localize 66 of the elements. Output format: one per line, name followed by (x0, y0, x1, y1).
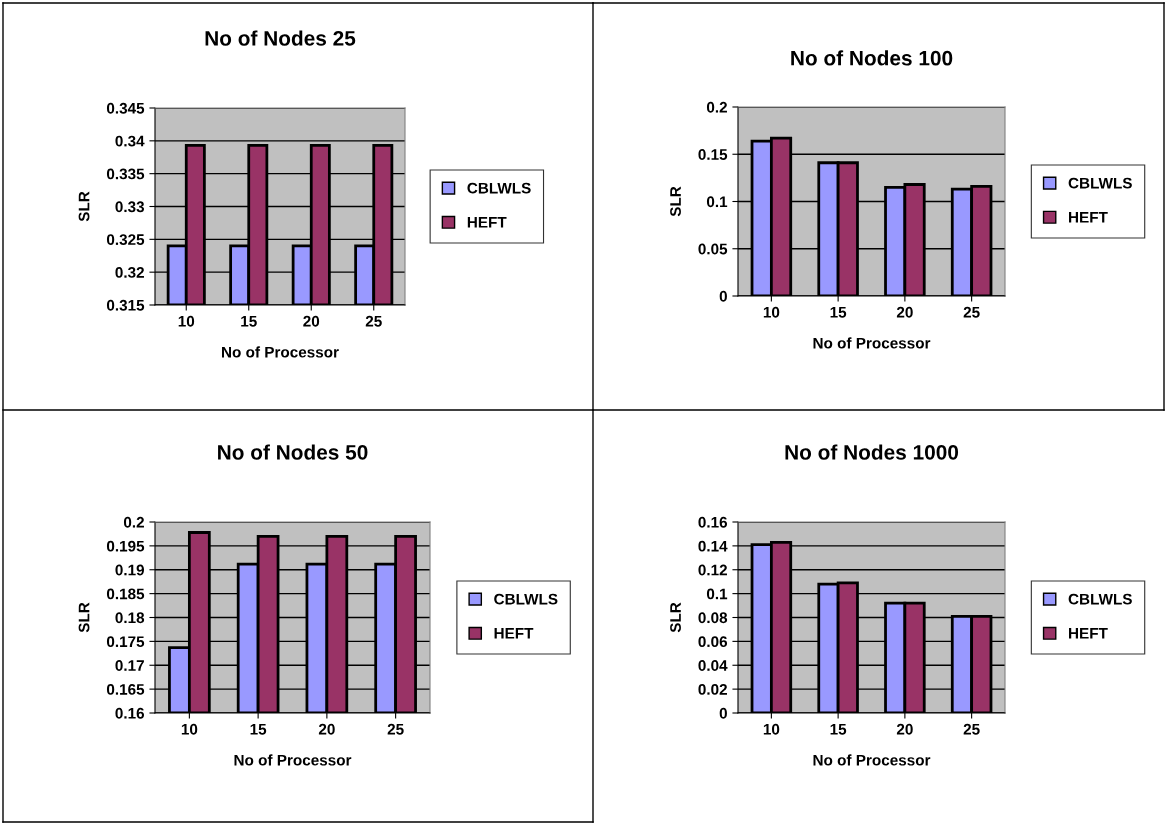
y-tick-label: 0.175 (106, 636, 145, 648)
y-tick-label: 0.19 (115, 564, 145, 576)
x-tick-label: 15 (830, 723, 847, 735)
y-tick-label: 0.185 (106, 588, 145, 600)
x-tick-label: 10 (763, 723, 780, 735)
y-tick-label: 0.17 (115, 660, 144, 671)
x-tick-label: 10 (763, 306, 780, 318)
y-axis-title: SLR (670, 186, 681, 217)
y-tick-label: 0 (719, 707, 727, 719)
x-tick-label: 15 (830, 306, 847, 318)
y-tick-label: 0.32 (115, 267, 144, 278)
chart-title: No of Nodes 100 (791, 50, 953, 66)
x-tick-label: 25 (963, 723, 980, 735)
y-axis-title: SLR (78, 602, 90, 633)
legend-label: HEFT (494, 628, 534, 639)
y-tick-label: 0.12 (698, 564, 727, 576)
x-axis-title: No of Processor (234, 754, 352, 766)
y-tick-label: 0.34 (115, 135, 145, 147)
y-tick-label: 0.165 (106, 683, 145, 695)
y-tick-label: 0.16 (698, 516, 728, 528)
x-tick-label: 20 (896, 723, 913, 735)
x-tick-label: 20 (896, 306, 913, 318)
y-tick-label: 0.1 (706, 588, 728, 600)
y-tick-label: 0.33 (115, 201, 145, 213)
legend-label: CBLWLS (467, 182, 531, 194)
chart-title: No of Nodes 1000 (785, 444, 959, 460)
y-tick-label: 0.06 (698, 636, 728, 648)
legend-label: CBLWLS (1068, 593, 1132, 605)
y-tick-label: 0.05 (698, 243, 728, 255)
y-tick-label: 0.325 (106, 234, 145, 246)
chart-title: No of Nodes 25 (205, 30, 356, 46)
x-tick-label: 25 (387, 723, 404, 735)
y-tick-label: 0.195 (106, 540, 145, 552)
x-tick-label: 10 (181, 723, 198, 735)
y-tick-label: 0.1 (706, 196, 728, 208)
y-tick-label: 0.02 (698, 683, 727, 695)
y-tick-label: 0.08 (698, 612, 728, 624)
legend-label: CBLWLS (494, 593, 558, 605)
x-axis-title: No of Processor (222, 346, 339, 358)
y-tick-label: 0.335 (106, 168, 145, 180)
legend-label: HEFT (467, 217, 507, 228)
y-tick-label: 0.315 (106, 299, 145, 311)
x-tick-label: 25 (365, 315, 382, 327)
legend-label: HEFT (1069, 628, 1108, 639)
y-tick-label: 0.2 (123, 516, 144, 528)
y-tick-label: 0.18 (115, 612, 145, 624)
x-axis-title: No of Processor (813, 754, 931, 766)
x-axis-title: No of Processor (813, 337, 931, 349)
chart-title: No of Nodes 50 (218, 444, 368, 460)
y-tick-label: 0.04 (698, 660, 728, 671)
x-tick-label: 15 (241, 315, 257, 327)
y-tick-label: 0.345 (106, 102, 145, 114)
y-tick-label: 0 (719, 290, 727, 302)
y-tick-label: 0.14 (698, 540, 728, 552)
y-tick-label: 0.2 (706, 101, 727, 113)
y-tick-label: 0.16 (115, 707, 145, 719)
x-tick-label: 15 (250, 723, 267, 735)
x-tick-label: 25 (963, 306, 980, 318)
y-tick-label: 0.15 (698, 149, 728, 160)
y-axis-title: SLR (78, 191, 90, 222)
x-tick-label: 20 (318, 723, 335, 735)
legend-label: HEFT (1069, 212, 1108, 223)
legend-label: CBLWLS (1068, 177, 1132, 189)
x-tick-label: 20 (303, 315, 320, 327)
y-axis-title: SLR (670, 602, 681, 633)
x-tick-label: 10 (178, 315, 195, 327)
